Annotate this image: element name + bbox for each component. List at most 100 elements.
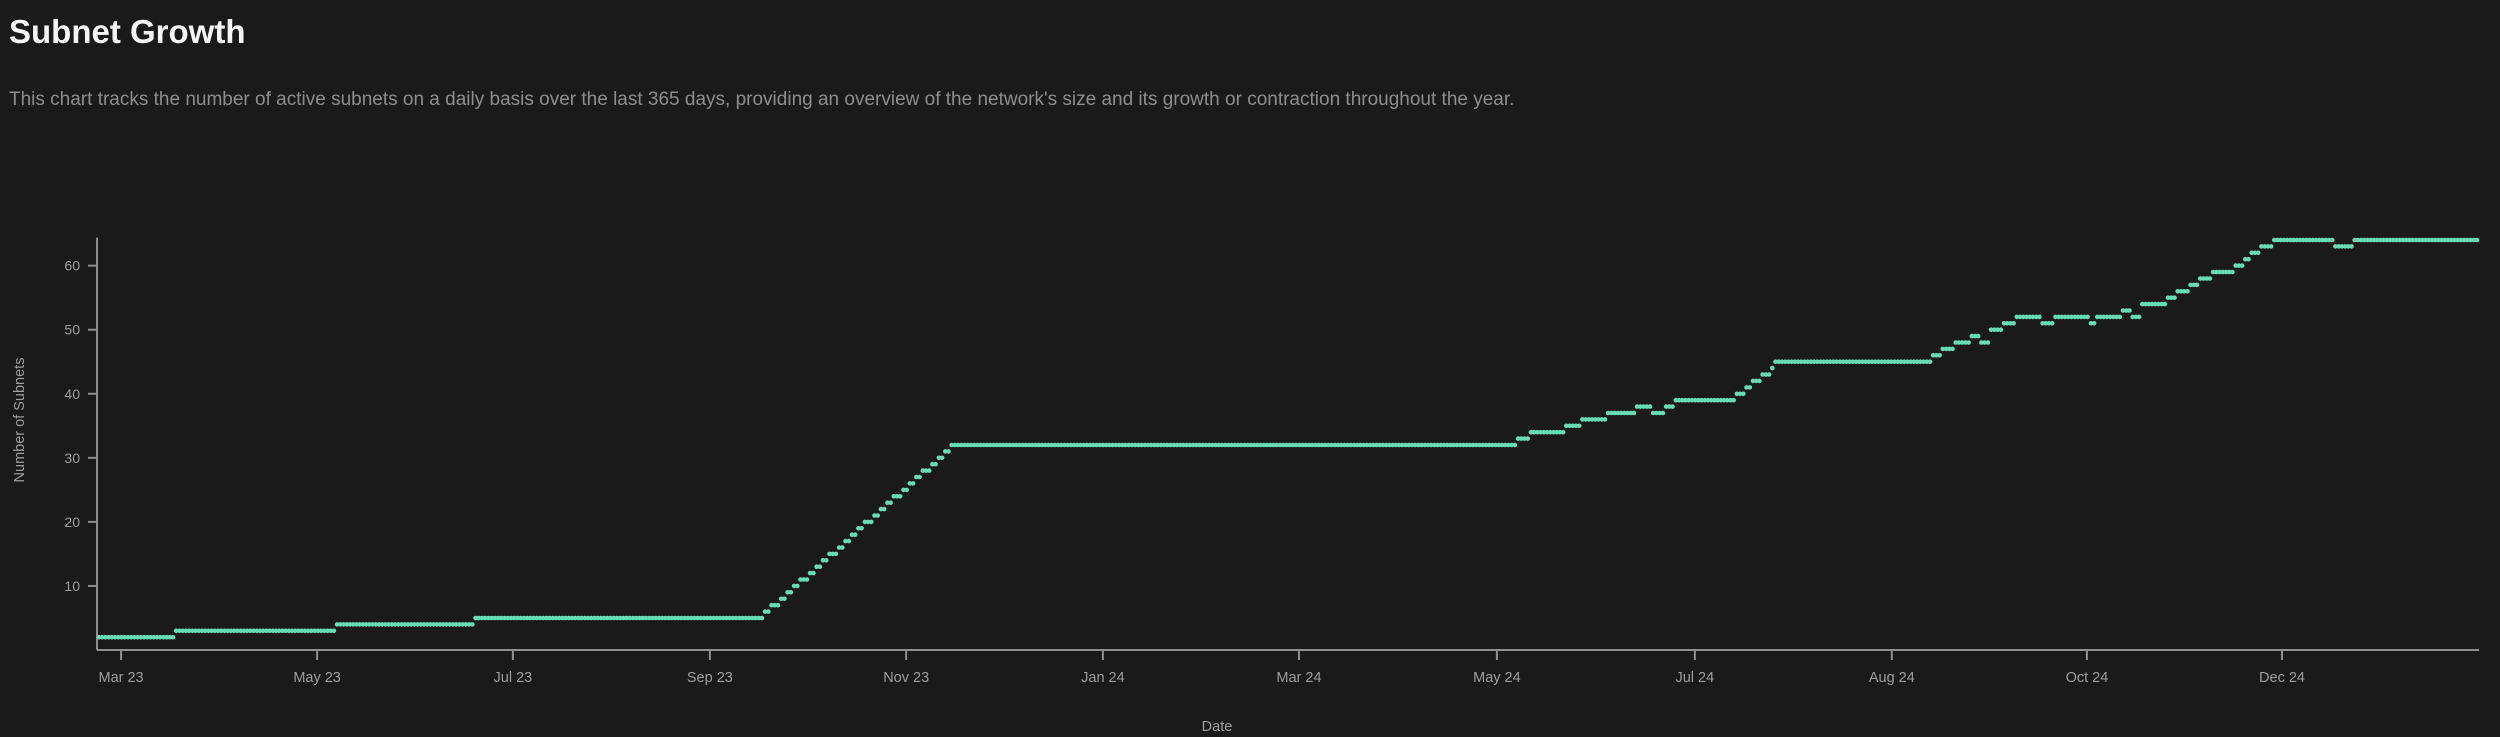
data-point-day	[2326, 237, 2332, 243]
data-point-day	[766, 609, 771, 614]
data-point-day	[2278, 237, 2283, 243]
data-point-day	[1531, 429, 1537, 435]
data-point-day	[769, 602, 774, 608]
data-point-day	[1885, 359, 1891, 365]
data-point-day	[2072, 314, 2078, 320]
data-point-day	[1354, 442, 1360, 448]
y-tick-label: 10	[64, 578, 80, 594]
y-tick-label: 60	[64, 258, 80, 274]
data-point-day	[852, 532, 858, 537]
data-point-day	[354, 622, 359, 627]
data-point-day	[1477, 442, 1482, 448]
data-point-day	[2426, 237, 2431, 243]
data-point-day	[1078, 442, 1083, 448]
data-point-day	[2394, 237, 2399, 243]
data-point-day	[595, 615, 601, 621]
data-point-day	[460, 622, 465, 627]
data-point-day	[157, 634, 163, 640]
data-point-day	[933, 461, 938, 467]
data-point-day	[2114, 314, 2119, 320]
data-point-day	[1065, 442, 1070, 448]
data-point-day	[2062, 314, 2068, 320]
data-point-day	[965, 442, 971, 448]
data-point-day	[1000, 442, 1006, 448]
data-point-day	[450, 622, 456, 627]
data-point-day	[2355, 237, 2361, 243]
data-point-day	[1216, 442, 1222, 448]
data-point-day	[212, 628, 218, 634]
data-point-day	[196, 628, 202, 634]
data-point-day	[968, 442, 974, 448]
data-point-day	[2226, 269, 2232, 275]
data-point-day	[2423, 237, 2428, 243]
data-point-day	[119, 634, 124, 640]
data-point-day	[727, 615, 732, 621]
data-point-day	[1174, 442, 1180, 448]
data-point-day	[386, 622, 391, 627]
data-point-day	[972, 442, 977, 448]
data-point-day	[2066, 314, 2071, 320]
data-point-day	[350, 622, 356, 627]
data-point-day	[341, 622, 346, 627]
data-point-day	[177, 628, 182, 634]
data-point-day	[1139, 442, 1144, 448]
data-point-day	[1062, 442, 1067, 448]
data-point-day	[2378, 237, 2383, 243]
data-point-day	[441, 622, 446, 627]
data-point-day	[1660, 410, 1666, 416]
data-point-day	[421, 622, 427, 627]
data-point-day	[2381, 237, 2386, 243]
data-point-day	[1026, 442, 1032, 448]
data-point-day	[132, 634, 137, 640]
data-point-day	[1753, 378, 1759, 384]
data-point-day	[2407, 237, 2412, 243]
data-point-day	[482, 615, 488, 621]
data-point-day	[190, 628, 195, 634]
data-point-day	[2333, 244, 2338, 249]
data-point-day	[1042, 442, 1048, 448]
data-point-day	[1483, 442, 1489, 448]
data-point-day	[1284, 442, 1289, 448]
data-point-day	[2011, 321, 2016, 326]
data-point-day	[675, 615, 681, 621]
data-point-day	[1589, 417, 1595, 422]
data-point-day	[762, 609, 768, 614]
data-point-day	[1303, 442, 1308, 448]
data-point-day	[498, 615, 504, 621]
data-point-day	[1953, 340, 1958, 345]
data-point-day	[318, 628, 324, 634]
data-point-day	[1679, 397, 1685, 403]
data-point-day	[753, 615, 758, 621]
data-point-day	[569, 615, 575, 621]
data-point-day	[823, 558, 829, 563]
data-point-day	[2124, 308, 2129, 313]
data-point-day	[1924, 359, 1929, 365]
data-point-day	[1724, 397, 1730, 403]
data-point-day	[1644, 404, 1650, 409]
data-point-day	[466, 622, 472, 627]
data-series-active-subnets[interactable]	[96, 237, 2480, 640]
data-point-day	[1638, 404, 1643, 409]
data-point-day	[1364, 442, 1370, 448]
data-point-day	[749, 615, 755, 621]
data-point-day	[1956, 340, 1962, 345]
data-point-day	[811, 570, 816, 576]
data-point-day	[2069, 314, 2074, 320]
data-point-day	[1300, 442, 1305, 448]
data-point-day	[1647, 404, 1653, 409]
data-point-day	[2194, 282, 2200, 288]
data-point-day	[962, 442, 967, 448]
data-point-day	[2352, 237, 2357, 243]
data-point-day	[756, 615, 761, 621]
data-point-day	[1847, 359, 1852, 365]
data-point-day	[1020, 442, 1025, 448]
data-point-day	[2259, 244, 2264, 249]
data-point-day	[1071, 442, 1077, 448]
data-point-day	[2391, 237, 2396, 243]
data-point-day	[116, 634, 121, 640]
y-tick-label: 40	[64, 386, 80, 402]
data-point-day	[1023, 442, 1028, 448]
data-point-day	[2078, 314, 2084, 320]
data-point-day	[1560, 429, 1566, 435]
